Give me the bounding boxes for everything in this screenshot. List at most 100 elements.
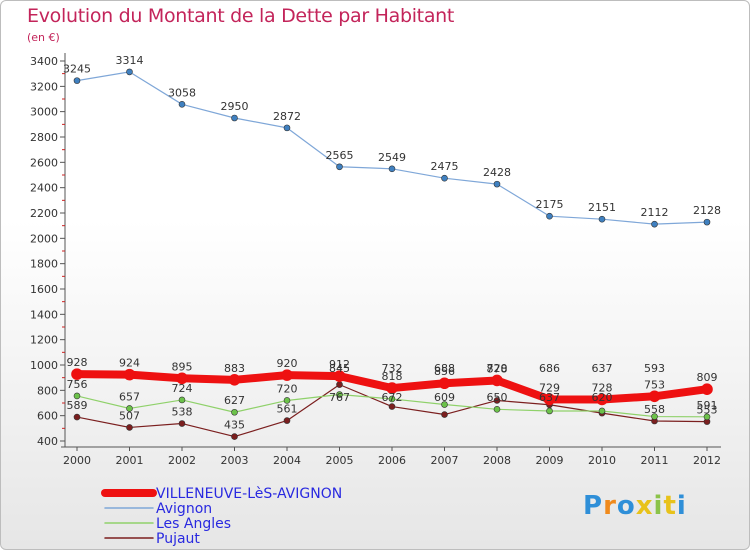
data-label: 637 [592, 362, 613, 375]
data-point [336, 163, 343, 171]
data-point [598, 215, 606, 223]
logo-letter: x [635, 491, 654, 521]
data-point [701, 383, 713, 395]
data-point [596, 393, 608, 406]
data-label: 728 [592, 381, 613, 394]
data-label: 2428 [483, 166, 511, 179]
logo-letter: P [583, 491, 604, 521]
data-point [386, 382, 398, 394]
y-tick-label: 3000 [30, 106, 58, 119]
x-tick-label: 2010 [588, 454, 616, 467]
data-label: 2128 [693, 204, 721, 217]
data-point [388, 403, 396, 410]
x-tick-label: 2003 [221, 454, 249, 467]
data-point [388, 395, 396, 403]
data-point [73, 77, 81, 84]
data-point [441, 174, 448, 182]
y-tick-label: 1400 [30, 308, 58, 321]
data-label: 818 [382, 370, 403, 383]
data-point [703, 218, 711, 226]
data-label: 591 [697, 399, 718, 412]
data-label: 2175 [536, 198, 564, 211]
data-point [176, 372, 188, 385]
data-label: 928 [67, 356, 88, 369]
y-tick-label: 600 [37, 410, 58, 423]
data-label: 809 [697, 371, 718, 384]
data-label: 2872 [273, 110, 301, 123]
data-point [283, 397, 291, 404]
data-point [123, 368, 136, 381]
data-label: 593 [644, 362, 665, 375]
data-label: 883 [224, 362, 245, 375]
data-label: 920 [277, 357, 298, 370]
data-label: 924 [119, 357, 140, 370]
data-point [493, 180, 501, 188]
data-label: 2112 [641, 206, 669, 219]
data-label: 538 [172, 406, 193, 419]
x-tick-label: 2009 [536, 454, 564, 467]
data-point [73, 413, 81, 421]
data-label: 620 [592, 391, 613, 404]
data-label: 2950 [221, 100, 249, 113]
data-point [71, 368, 83, 380]
data-label: 672 [382, 391, 403, 404]
data-point [178, 420, 186, 427]
proxiti-logo: Proxiti [583, 491, 687, 521]
logo-letter: i [676, 491, 687, 521]
x-tick-label: 2012 [693, 454, 721, 467]
data-point [598, 407, 606, 415]
data-point [336, 391, 343, 398]
data-point [281, 369, 293, 381]
data-label: 720 [487, 362, 508, 375]
data-label: 589 [67, 399, 88, 412]
data-point [388, 165, 396, 173]
x-tick-label: 2000 [63, 454, 91, 467]
data-label: 767 [329, 391, 350, 404]
x-tick-label: 2008 [483, 454, 511, 467]
data-point [546, 212, 553, 220]
y-tick-label: 2800 [30, 131, 58, 144]
data-label: 650 [487, 391, 508, 404]
x-tick-label: 2006 [378, 454, 406, 467]
data-point [336, 381, 343, 388]
y-tick-label: 2600 [30, 156, 58, 169]
data-label: 686 [539, 362, 560, 375]
data-label: 609 [434, 391, 455, 404]
chart-title: Evolution du Montant de la Dette par Hab… [27, 5, 455, 27]
logo-letter: t [663, 491, 677, 521]
logo-letter: i [653, 491, 664, 521]
data-label: 507 [119, 409, 140, 422]
data-label: 720 [277, 382, 298, 395]
legend-label: Pujaut [156, 531, 200, 547]
logo-letter: r [603, 491, 617, 521]
data-point [126, 424, 133, 431]
y-tick-label: 2000 [30, 232, 58, 245]
data-point [703, 413, 711, 421]
data-label: 724 [172, 382, 193, 395]
data-point [648, 390, 661, 403]
data-point [493, 406, 501, 413]
y-tick-label: 2200 [30, 207, 58, 220]
x-tick-label: 2011 [641, 454, 669, 467]
data-label: 895 [172, 360, 193, 373]
data-label: 637 [539, 391, 560, 404]
y-tick-label: 3200 [30, 80, 58, 93]
x-tick-label: 2007 [431, 454, 459, 467]
x-tick-label: 2004 [273, 454, 301, 467]
data-point [73, 392, 81, 400]
data-label: 729 [539, 381, 560, 394]
data-label: 2549 [378, 151, 406, 164]
data-point [126, 68, 133, 76]
y-tick-label: 1200 [30, 334, 58, 347]
y-tick-label: 400 [37, 435, 58, 448]
data-label: 845 [329, 362, 350, 375]
y-tick-label: 1000 [30, 359, 58, 372]
data-point [178, 101, 186, 108]
y-tick-label: 800 [37, 384, 58, 397]
data-point [228, 374, 241, 386]
data-label: 3058 [168, 86, 196, 99]
data-label: 3314 [116, 54, 144, 67]
data-point [126, 405, 133, 412]
